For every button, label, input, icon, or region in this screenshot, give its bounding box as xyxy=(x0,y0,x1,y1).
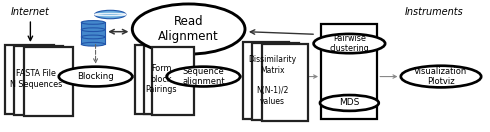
Ellipse shape xyxy=(132,4,245,54)
Text: Read
Alignment: Read Alignment xyxy=(158,15,219,43)
Text: MDS: MDS xyxy=(339,98,360,107)
Bar xyxy=(262,44,308,121)
Text: Internet: Internet xyxy=(11,7,50,17)
Circle shape xyxy=(320,95,379,111)
Bar xyxy=(135,45,176,114)
Bar xyxy=(5,45,54,114)
Circle shape xyxy=(95,10,126,19)
Bar xyxy=(81,37,105,44)
Circle shape xyxy=(314,34,385,53)
Bar xyxy=(14,46,64,115)
Text: Dissimilarity
Matrix

N(N-1)/2
values: Dissimilarity Matrix N(N-1)/2 values xyxy=(248,55,296,106)
Bar xyxy=(321,24,377,119)
Bar xyxy=(252,43,298,120)
Text: Instruments: Instruments xyxy=(404,7,463,17)
Bar xyxy=(152,47,194,115)
Text: Blocking: Blocking xyxy=(77,72,114,81)
FancyBboxPatch shape xyxy=(318,39,333,42)
Ellipse shape xyxy=(81,35,105,39)
FancyBboxPatch shape xyxy=(358,39,372,42)
Circle shape xyxy=(167,67,240,86)
Ellipse shape xyxy=(81,42,105,46)
Bar xyxy=(81,30,105,37)
Text: FASTA File
N Sequences: FASTA File N Sequences xyxy=(10,70,62,89)
Circle shape xyxy=(401,66,481,87)
Text: Pairwise
clustering: Pairwise clustering xyxy=(329,34,369,53)
Text: Sequence
alignment: Sequence alignment xyxy=(182,67,224,86)
FancyBboxPatch shape xyxy=(359,39,371,42)
Ellipse shape xyxy=(81,21,105,24)
FancyBboxPatch shape xyxy=(340,40,349,42)
Bar xyxy=(81,22,105,30)
Bar xyxy=(144,46,185,114)
Text: Form
block
Pairings: Form block Pairings xyxy=(146,64,177,94)
FancyBboxPatch shape xyxy=(338,39,350,42)
Ellipse shape xyxy=(81,28,105,32)
Bar xyxy=(24,47,73,116)
Bar xyxy=(243,42,289,119)
Circle shape xyxy=(59,67,132,86)
Text: Visualization
Plotviz: Visualization Plotviz xyxy=(415,67,467,86)
FancyBboxPatch shape xyxy=(320,40,332,42)
